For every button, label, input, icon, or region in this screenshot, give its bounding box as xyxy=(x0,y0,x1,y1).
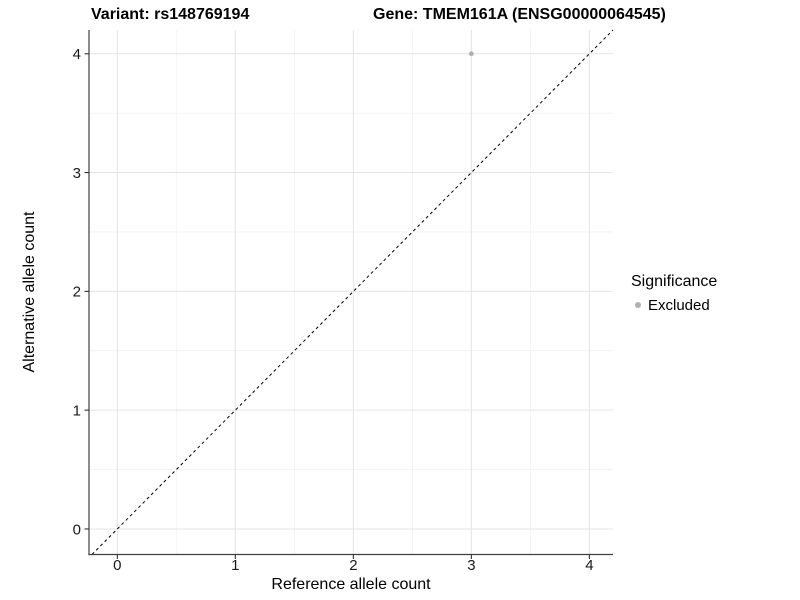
legend-point-icon xyxy=(635,302,641,308)
identity-line xyxy=(91,29,614,555)
x-tick-label: 2 xyxy=(349,557,357,574)
y-tick-label: 1 xyxy=(73,402,81,419)
x-tick-label: 1 xyxy=(231,557,239,574)
y-tick-label: 2 xyxy=(73,284,81,301)
variant-title: Variant: rs148769194 xyxy=(91,6,250,23)
gene-title: Gene: TMEM161A (ENSG00000064545) xyxy=(373,6,666,23)
legend: Significance Excluded xyxy=(631,272,717,314)
y-tick-label: 4 xyxy=(73,46,81,63)
legend-title: Significance xyxy=(631,273,718,290)
x-tick-label: 0 xyxy=(113,557,121,574)
y-axis-title: Alternative allele count xyxy=(21,211,38,373)
x-tick-label: 4 xyxy=(585,557,593,574)
legend-item-label: Excluded xyxy=(648,296,710,314)
y-tick-label: 0 xyxy=(73,521,81,538)
x-axis-title: Reference allele count xyxy=(271,576,431,593)
data-point xyxy=(468,51,474,57)
y-tick-label: 3 xyxy=(73,165,81,182)
legend-item: Excluded xyxy=(631,296,717,314)
legend-items: Excluded xyxy=(631,296,717,314)
x-tick-label: 3 xyxy=(467,557,475,574)
